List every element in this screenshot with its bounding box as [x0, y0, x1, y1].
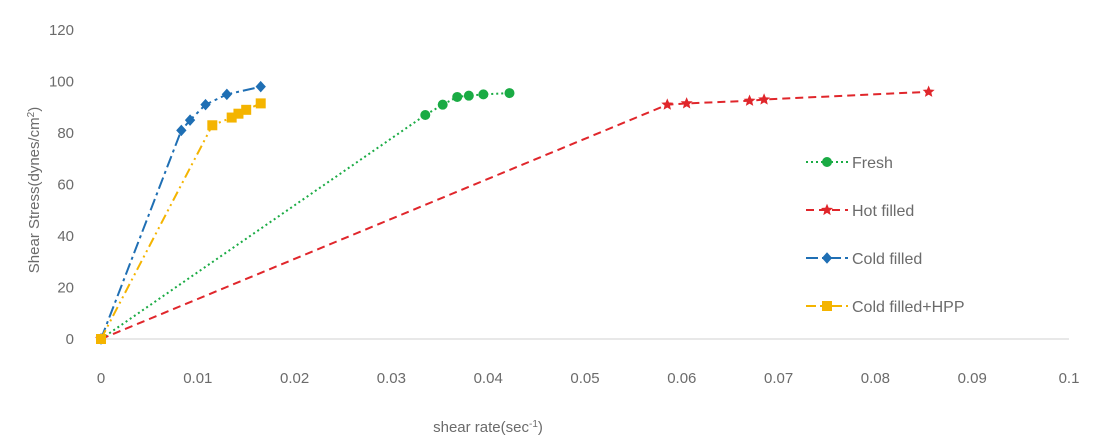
legend-label: Hot filled [852, 203, 914, 220]
data-point [255, 98, 266, 109]
y-tick-label: 120 [49, 22, 74, 39]
data-point [504, 88, 515, 99]
data-point [922, 85, 935, 97]
legend-item: Cold filled+HPP [806, 299, 965, 316]
y-axis-title-sup: 2 [26, 111, 37, 117]
data-point [207, 120, 218, 131]
legend-marker-swatch [821, 203, 833, 216]
x-axis-title: shear rate(sec-1) [433, 419, 543, 437]
series-line [100, 102, 262, 340]
y-tick-label: 60 [57, 177, 74, 194]
y-axis-title: Shear Stress(dynes/cm2) [26, 107, 44, 273]
data-point [478, 89, 489, 100]
x-tick-labels: 0 0.01 0.02 0.03 0.04 0.05 0.06 0.07 0.08 0.09 0.1 [97, 370, 1080, 387]
plot-area: 0 0.01 0.02 0.03 0.04 0.05 0.06 0.07 0.08 0.09 0.1… [49, 22, 1079, 387]
legend-item: Fresh [806, 155, 893, 172]
data-point [184, 114, 196, 126]
series-cold-filled-hpp [96, 98, 266, 344]
data-point [680, 97, 693, 109]
data-point [437, 99, 448, 110]
data-point [463, 90, 474, 101]
y-tick-label: 80 [57, 125, 74, 142]
data-point [241, 104, 252, 115]
series-layer [95, 80, 935, 345]
data-point [96, 334, 106, 344]
legend-item: Cold filled [806, 251, 922, 268]
legend-label: Cold filled+HPP [852, 299, 965, 316]
legend-label: Cold filled [852, 251, 922, 268]
data-point [758, 93, 771, 105]
legend: Fresh Hot filled Cold filled Cold filled+HP… [806, 155, 965, 316]
series-line [100, 85, 261, 340]
y-axis-title-text: Shear Stress(dynes/cm [26, 117, 43, 273]
y-axis-title-close: ) [26, 107, 43, 112]
legend-label: Fresh [852, 155, 893, 172]
data-point [200, 98, 211, 111]
series-hot-filled [95, 85, 935, 345]
data-point [221, 88, 233, 101]
x-tick-label: 0.09 [958, 370, 987, 387]
y-tick-label: 40 [57, 228, 74, 245]
y-tick-labels: 0 20 40 60 80 100 120 [49, 22, 74, 348]
legend-item: Hot filled [806, 203, 914, 220]
legend-marker-swatch [821, 252, 833, 264]
data-point [661, 98, 674, 110]
x-tick-label: 0.05 [570, 370, 599, 387]
x-tick-label: 0.01 [183, 370, 212, 387]
x-tick-label: 0.1 [1059, 370, 1080, 387]
x-tick-label: 0 [97, 370, 105, 387]
y-tick-label: 100 [49, 74, 74, 91]
legend-marker-swatch [822, 301, 832, 311]
series-fresh [96, 88, 515, 344]
x-tick-label: 0.02 [280, 370, 309, 387]
x-tick-label: 0.06 [667, 370, 696, 387]
data-point [420, 109, 431, 120]
x-tick-label: 0.04 [474, 370, 503, 387]
x-tick-label: 0.03 [377, 370, 406, 387]
y-tick-label: 0 [66, 331, 74, 348]
x-axis-title-text: shear rate(sec [433, 419, 529, 436]
y-tick-label: 20 [57, 280, 74, 297]
legend-marker-swatch [822, 157, 832, 167]
x-axis-title-sup: -1 [529, 419, 538, 430]
series-line [100, 92, 510, 340]
data-point [743, 94, 756, 106]
data-point [176, 124, 187, 137]
data-point [452, 91, 463, 102]
data-point [255, 80, 266, 93]
x-tick-label: 0.07 [764, 370, 793, 387]
series-line [100, 90, 929, 340]
x-tick-label: 0.08 [861, 370, 890, 387]
series-cold-filled [95, 80, 266, 345]
x-axis-title-close: ) [538, 419, 543, 436]
